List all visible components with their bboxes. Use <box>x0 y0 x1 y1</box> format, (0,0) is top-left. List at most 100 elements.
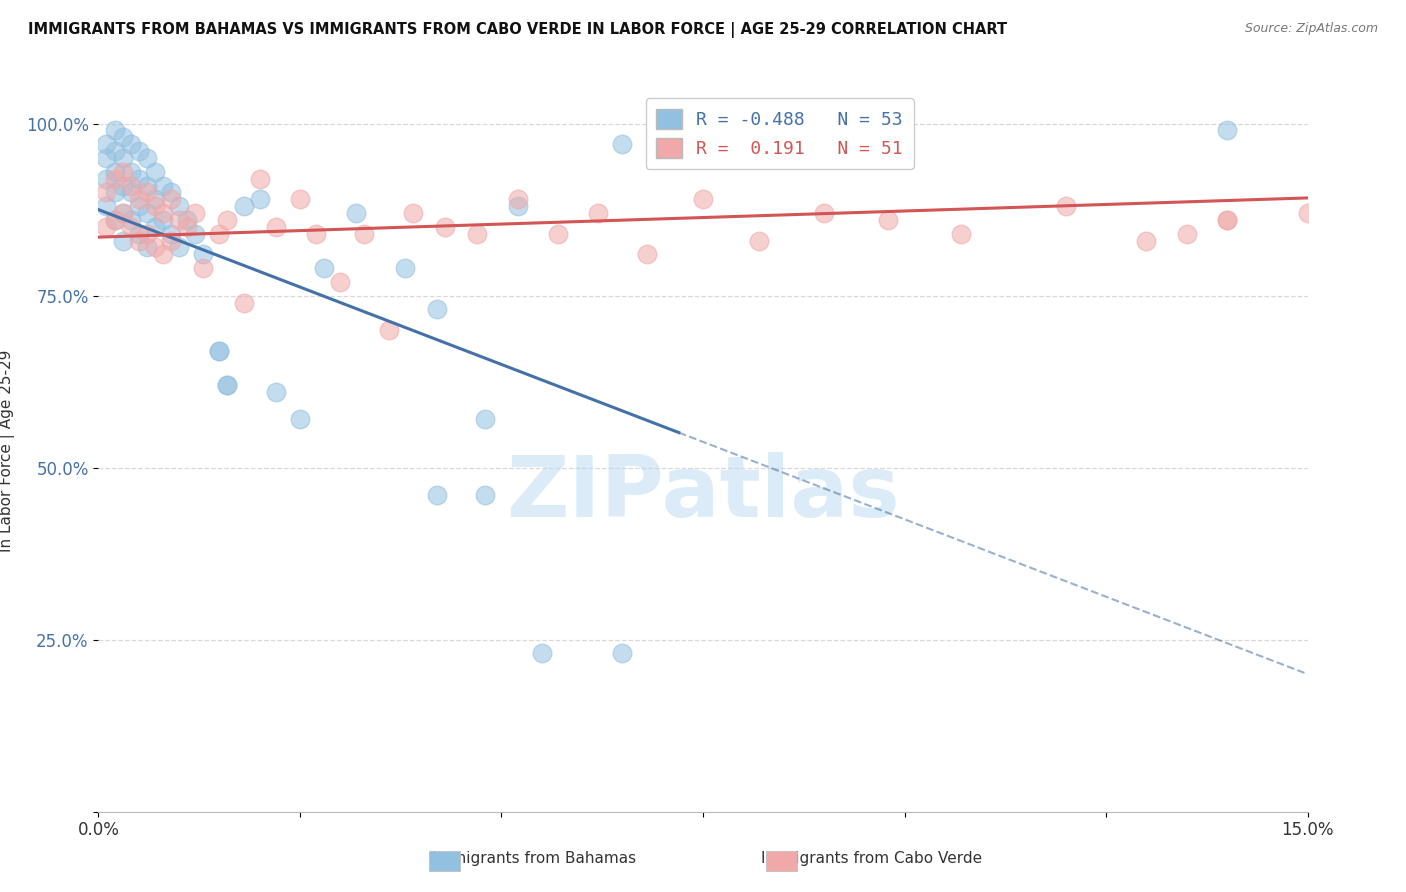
Point <box>1296 206 1319 220</box>
Point <box>111 165 134 179</box>
Point <box>135 178 157 193</box>
Point <box>692 192 714 206</box>
Point <box>143 240 166 254</box>
Text: Source: ZipAtlas.com: Source: ZipAtlas.com <box>1244 22 1378 36</box>
Point <box>96 186 118 200</box>
Point <box>128 171 150 186</box>
Text: ZIPatlas: ZIPatlas <box>506 452 900 535</box>
Point <box>103 186 125 200</box>
Point <box>152 247 174 261</box>
Point <box>193 261 215 276</box>
Point <box>426 302 449 317</box>
Point <box>103 123 125 137</box>
Point <box>208 343 231 358</box>
Point <box>96 219 118 234</box>
Point <box>1054 199 1077 213</box>
Point <box>329 275 352 289</box>
Point <box>96 171 118 186</box>
Point <box>143 192 166 206</box>
Text: IMMIGRANTS FROM BAHAMAS VS IMMIGRANTS FROM CABO VERDE IN LABOR FORCE | AGE 25-29: IMMIGRANTS FROM BAHAMAS VS IMMIGRANTS FR… <box>28 22 1007 38</box>
Point <box>586 206 609 220</box>
Point <box>288 192 311 206</box>
Point <box>167 240 190 254</box>
Point <box>506 199 529 213</box>
Point <box>474 412 496 426</box>
Point <box>208 343 231 358</box>
Point <box>232 295 254 310</box>
Point <box>813 206 835 220</box>
Point <box>120 219 142 234</box>
Point <box>103 213 125 227</box>
Point <box>128 199 150 213</box>
Point <box>128 192 150 206</box>
Point <box>305 227 328 241</box>
Point <box>152 213 174 227</box>
Text: Immigrants from Bahamas: Immigrants from Bahamas <box>432 851 637 865</box>
Point <box>128 234 150 248</box>
Point <box>135 240 157 254</box>
Point <box>530 647 553 661</box>
Point <box>353 227 375 241</box>
Point <box>232 199 254 213</box>
Point <box>143 165 166 179</box>
Point <box>103 171 125 186</box>
Point <box>264 384 287 399</box>
Point <box>135 227 157 241</box>
Point <box>394 261 416 276</box>
Point <box>160 227 183 241</box>
Point <box>748 234 770 248</box>
Point <box>612 647 634 661</box>
Point <box>167 199 190 213</box>
Point <box>184 227 207 241</box>
Point <box>111 178 134 193</box>
Point <box>208 227 231 241</box>
Point <box>249 192 271 206</box>
Point <box>167 213 190 227</box>
Point <box>377 323 399 337</box>
Point <box>668 130 690 145</box>
Point <box>1216 213 1239 227</box>
Point <box>1175 227 1198 241</box>
Point <box>160 186 183 200</box>
Point <box>176 213 198 227</box>
Point <box>612 137 634 152</box>
Point <box>434 219 457 234</box>
Point <box>217 378 239 392</box>
Point <box>96 199 118 213</box>
Point <box>217 378 239 392</box>
Point <box>160 234 183 248</box>
Point <box>506 192 529 206</box>
Point <box>288 412 311 426</box>
Point <box>128 144 150 158</box>
Point <box>877 213 900 227</box>
Point <box>152 206 174 220</box>
Point <box>160 192 183 206</box>
Point <box>111 130 134 145</box>
Point <box>120 178 142 193</box>
Text: Immigrants from Cabo Verde: Immigrants from Cabo Verde <box>761 851 983 865</box>
Point <box>217 213 239 227</box>
Point <box>344 206 367 220</box>
Point <box>426 488 449 502</box>
Y-axis label: In Labor Force | Age 25-29: In Labor Force | Age 25-29 <box>0 350 14 551</box>
Point <box>636 247 658 261</box>
Point <box>111 234 134 248</box>
Point <box>128 227 150 241</box>
Point <box>1376 199 1399 213</box>
Point <box>103 213 125 227</box>
Point <box>111 206 134 220</box>
Point <box>111 151 134 165</box>
Point <box>103 165 125 179</box>
Point <box>264 219 287 234</box>
Point <box>135 186 157 200</box>
Point <box>111 206 134 220</box>
Point <box>143 199 166 213</box>
Point <box>96 151 118 165</box>
Legend: R = -0.488   N = 53, R =  0.191   N = 51: R = -0.488 N = 53, R = 0.191 N = 51 <box>645 98 914 169</box>
Point <box>96 137 118 152</box>
Point <box>547 227 569 241</box>
Point <box>135 151 157 165</box>
Point <box>949 227 972 241</box>
Point <box>120 137 142 152</box>
Point <box>184 206 207 220</box>
